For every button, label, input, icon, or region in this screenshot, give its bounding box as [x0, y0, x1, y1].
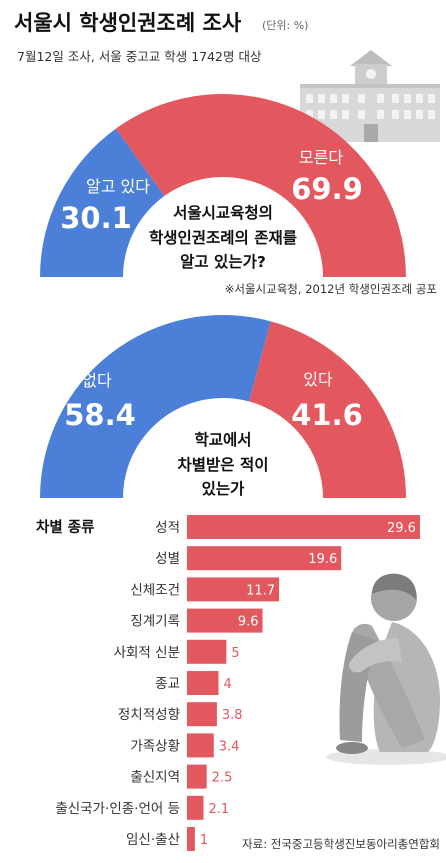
slice-value-know: 30.1	[60, 201, 132, 235]
bar-value-label: 11.7	[246, 583, 275, 598]
bar-value-label: 4	[223, 677, 231, 692]
category-label: 신체조건	[130, 582, 180, 598]
bar-value-label: 9.6	[238, 615, 259, 630]
question-line: 있는가	[202, 479, 246, 498]
category-label: 가족상황	[130, 738, 180, 754]
discrimination-half-donut	[40, 314, 406, 498]
slice-value-dont-know: 69.9	[291, 172, 363, 206]
category-label: 사회적 신분	[114, 645, 180, 661]
bar	[187, 764, 207, 789]
bar	[187, 827, 195, 851]
page-title: 서울시 학생인권조례 조사	[14, 11, 242, 35]
slice-label-no: 없다	[82, 371, 112, 390]
bar	[187, 702, 217, 727]
question-line: 차별받은 적이	[178, 456, 269, 474]
discrimination-type-bar-chart: 성적 29.6 성별 19.6 신체조건 11.7 징계기록 9.6 사회적 신분 5 종교 4 정치적…	[55, 515, 420, 851]
category-label: 출신지역	[130, 770, 180, 786]
category-label: 정치적성향	[118, 707, 180, 723]
slice-label-know: 알고 있다	[86, 177, 150, 196]
slice-label-yes: 있다	[303, 370, 333, 389]
unit-note: (단위: %)	[262, 19, 308, 32]
bar-value-label: 29.6	[387, 521, 416, 536]
slice-label-dont-know: 모른다	[299, 148, 343, 167]
bar-value-label: 1	[200, 833, 208, 848]
slice-value-yes: 41.6	[291, 398, 363, 432]
bar-chart-title: 차별 종류	[36, 518, 94, 536]
bar-value-label: 3.8	[222, 708, 243, 723]
question-line: 학교에서	[194, 431, 251, 449]
footnote: ※서울시교육청, 2012년 학생인권조례 공포	[225, 282, 437, 296]
bar	[187, 795, 204, 820]
donut-slice-dont-know	[115, 93, 406, 277]
bar	[187, 515, 420, 539]
donut-slice-yes	[249, 321, 406, 498]
category-label: 성별	[155, 551, 180, 567]
bar	[187, 546, 342, 571]
question-line: 서울시교육청의	[173, 203, 273, 222]
category-label: 성적	[155, 520, 180, 536]
bar-value-label: 3.4	[219, 739, 240, 754]
slice-value-no: 58.4	[64, 398, 136, 432]
question-line: 학생인권조례의 존재를	[149, 228, 297, 247]
bar-value-label: 5	[231, 646, 239, 661]
bar	[187, 639, 227, 664]
sad-student-illustration	[326, 573, 446, 765]
category-label: 출신국가·인종·언어 등	[55, 801, 180, 817]
awareness-half-donut	[40, 93, 406, 277]
bar	[187, 608, 263, 633]
donut-slice-know	[40, 128, 165, 277]
bar	[187, 577, 280, 602]
question-line: 알고 있는가?	[180, 252, 266, 271]
category-label: 종교	[155, 676, 180, 692]
donut-slice-no	[40, 314, 271, 498]
bar	[187, 671, 219, 695]
bar-value-label: 2.1	[209, 802, 230, 817]
bar	[187, 733, 214, 758]
page-subtitle: 7월12일 조사, 서울 중고교 학생 1742명 대상	[17, 49, 262, 64]
source-credit: 자료: 전국중고등학생진보동아리총연합회	[242, 837, 440, 851]
bar-value-label: 2.5	[212, 771, 233, 786]
bar-value-label: 19.6	[308, 552, 337, 567]
category-label: 징계기록	[130, 614, 180, 630]
category-label: 임신·출산	[126, 832, 180, 848]
